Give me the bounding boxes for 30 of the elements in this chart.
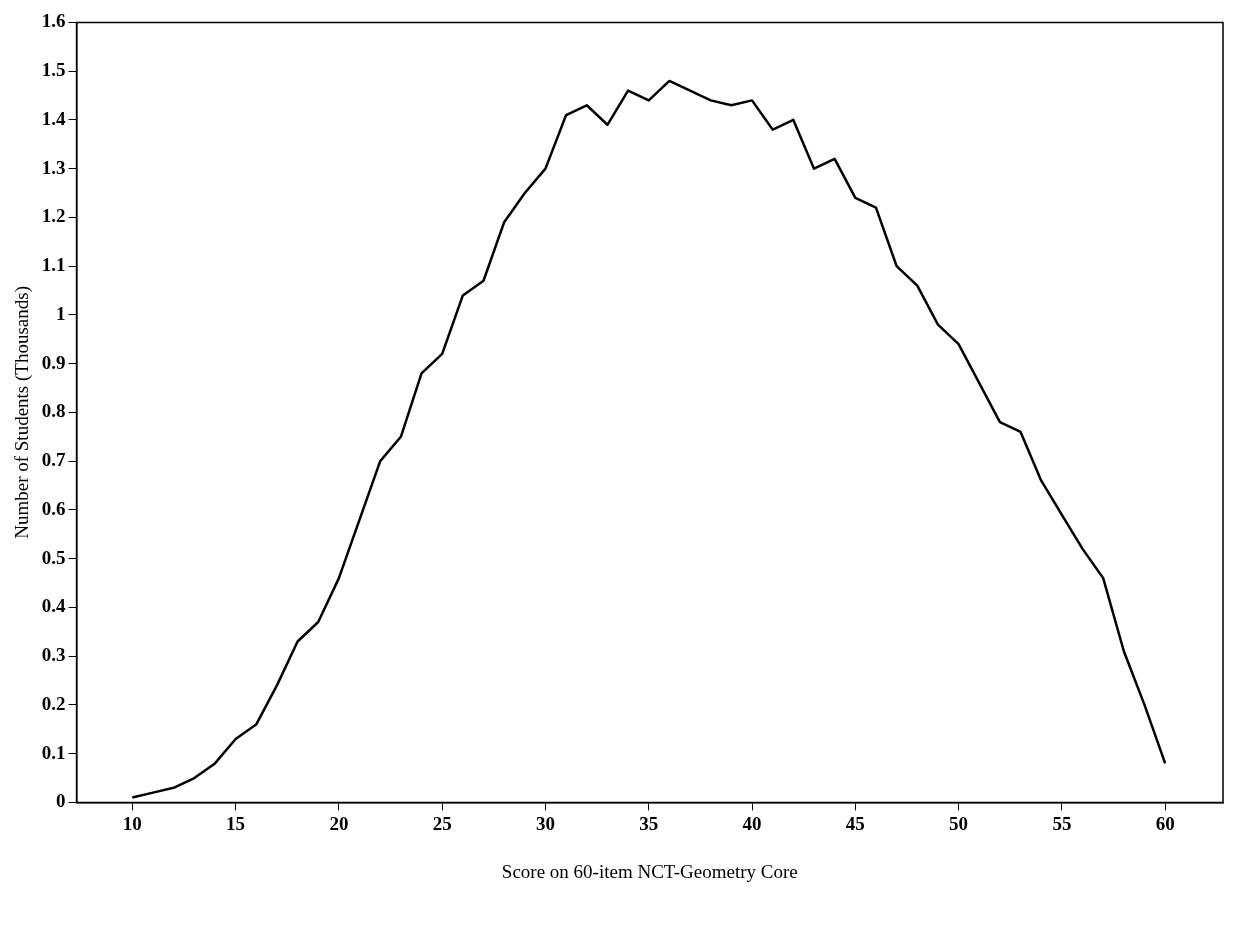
y-tick-label: 0.1	[41, 741, 66, 763]
x-tick-label: 35	[639, 812, 659, 834]
y-tick-label: 1.1	[41, 254, 66, 276]
y-tick-label: 0.7	[41, 449, 67, 471]
x-tick-label: 45	[845, 812, 865, 834]
x-tick-label: 25	[432, 812, 452, 834]
x-axis-title: Score on 60-item NCT-Geometry Core	[501, 860, 798, 882]
y-tick-label: 0.5	[41, 546, 66, 568]
x-tick-label: 10	[122, 812, 142, 834]
y-tick-label: 0.3	[41, 644, 66, 666]
y-tick-label: 1.6	[41, 10, 66, 32]
x-tick-label: 60	[1155, 812, 1175, 834]
x-tick-label: 55	[1052, 812, 1072, 834]
y-tick-label: 1.2	[41, 205, 66, 227]
y-tick-label: 1.5	[41, 59, 66, 81]
y-tick-label: 0.4	[41, 595, 67, 617]
y-tick-label: 0.6	[41, 497, 66, 519]
y-axis-title: Number of Students (Thousands)	[11, 286, 34, 539]
x-tick-label: 30	[535, 812, 555, 834]
y-tick-label: 0.2	[41, 692, 66, 714]
x-tick-label: 40	[742, 812, 762, 834]
y-tick-label: 0.8	[41, 400, 66, 422]
y-tick-label: 1	[56, 302, 66, 324]
y-tick-label: 0	[56, 790, 66, 812]
y-tick-label: 1.4	[41, 107, 67, 129]
x-tick-label: 50	[949, 812, 969, 834]
y-tick-label: 0.9	[41, 351, 66, 373]
y-tick-label: 1.3	[41, 156, 66, 178]
x-tick-label: 20	[329, 812, 349, 834]
x-tick-label: 15	[226, 812, 246, 834]
